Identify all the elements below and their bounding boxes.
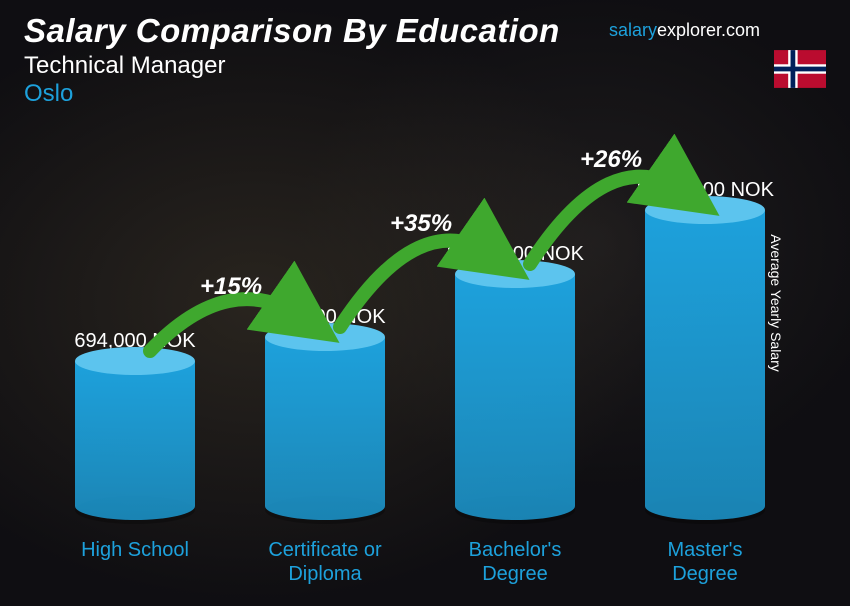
brand-suffix: explorer.com: [657, 20, 760, 40]
bar-column: 1,350,000 NOK Master'sDegree: [615, 179, 795, 586]
bar-top-ellipse: [75, 347, 195, 375]
bar-body: [645, 210, 765, 520]
chart-location: Oslo: [24, 80, 826, 108]
bar-category-label: Bachelor'sDegree: [469, 538, 562, 586]
increase-pct-label: +35%: [390, 210, 452, 238]
brand-label: salaryexplorer.com: [609, 20, 760, 41]
bar-column: 1,070,000 NOK Bachelor'sDegree: [425, 243, 605, 586]
bar-body: [265, 337, 385, 520]
bar: [455, 274, 575, 520]
bar: [75, 361, 195, 520]
bar-body: [75, 361, 195, 520]
bar-body: [455, 274, 575, 520]
bar-column: 694,000 NOK High School: [45, 330, 225, 586]
bar-top-ellipse: [455, 260, 575, 288]
bar-top-ellipse: [645, 196, 765, 224]
bar-category-label: Master'sDegree: [668, 538, 743, 586]
increase-pct-label: +26%: [580, 146, 642, 174]
bar-chart: 694,000 NOK High School 796,000 NOK Cert…: [40, 140, 800, 586]
chart-subtitle: Technical Manager: [24, 52, 826, 80]
bar-top-ellipse: [265, 323, 385, 351]
bar-category-label: High School: [81, 538, 189, 586]
bar-category-label: Certificate orDiploma: [268, 538, 381, 586]
bar: [645, 210, 765, 520]
norway-flag-icon: [774, 50, 826, 88]
increase-pct-label: +15%: [200, 273, 262, 301]
brand-prefix: salary: [609, 20, 657, 40]
bar-column: 796,000 NOK Certificate orDiploma: [235, 306, 415, 586]
bar: [265, 337, 385, 520]
